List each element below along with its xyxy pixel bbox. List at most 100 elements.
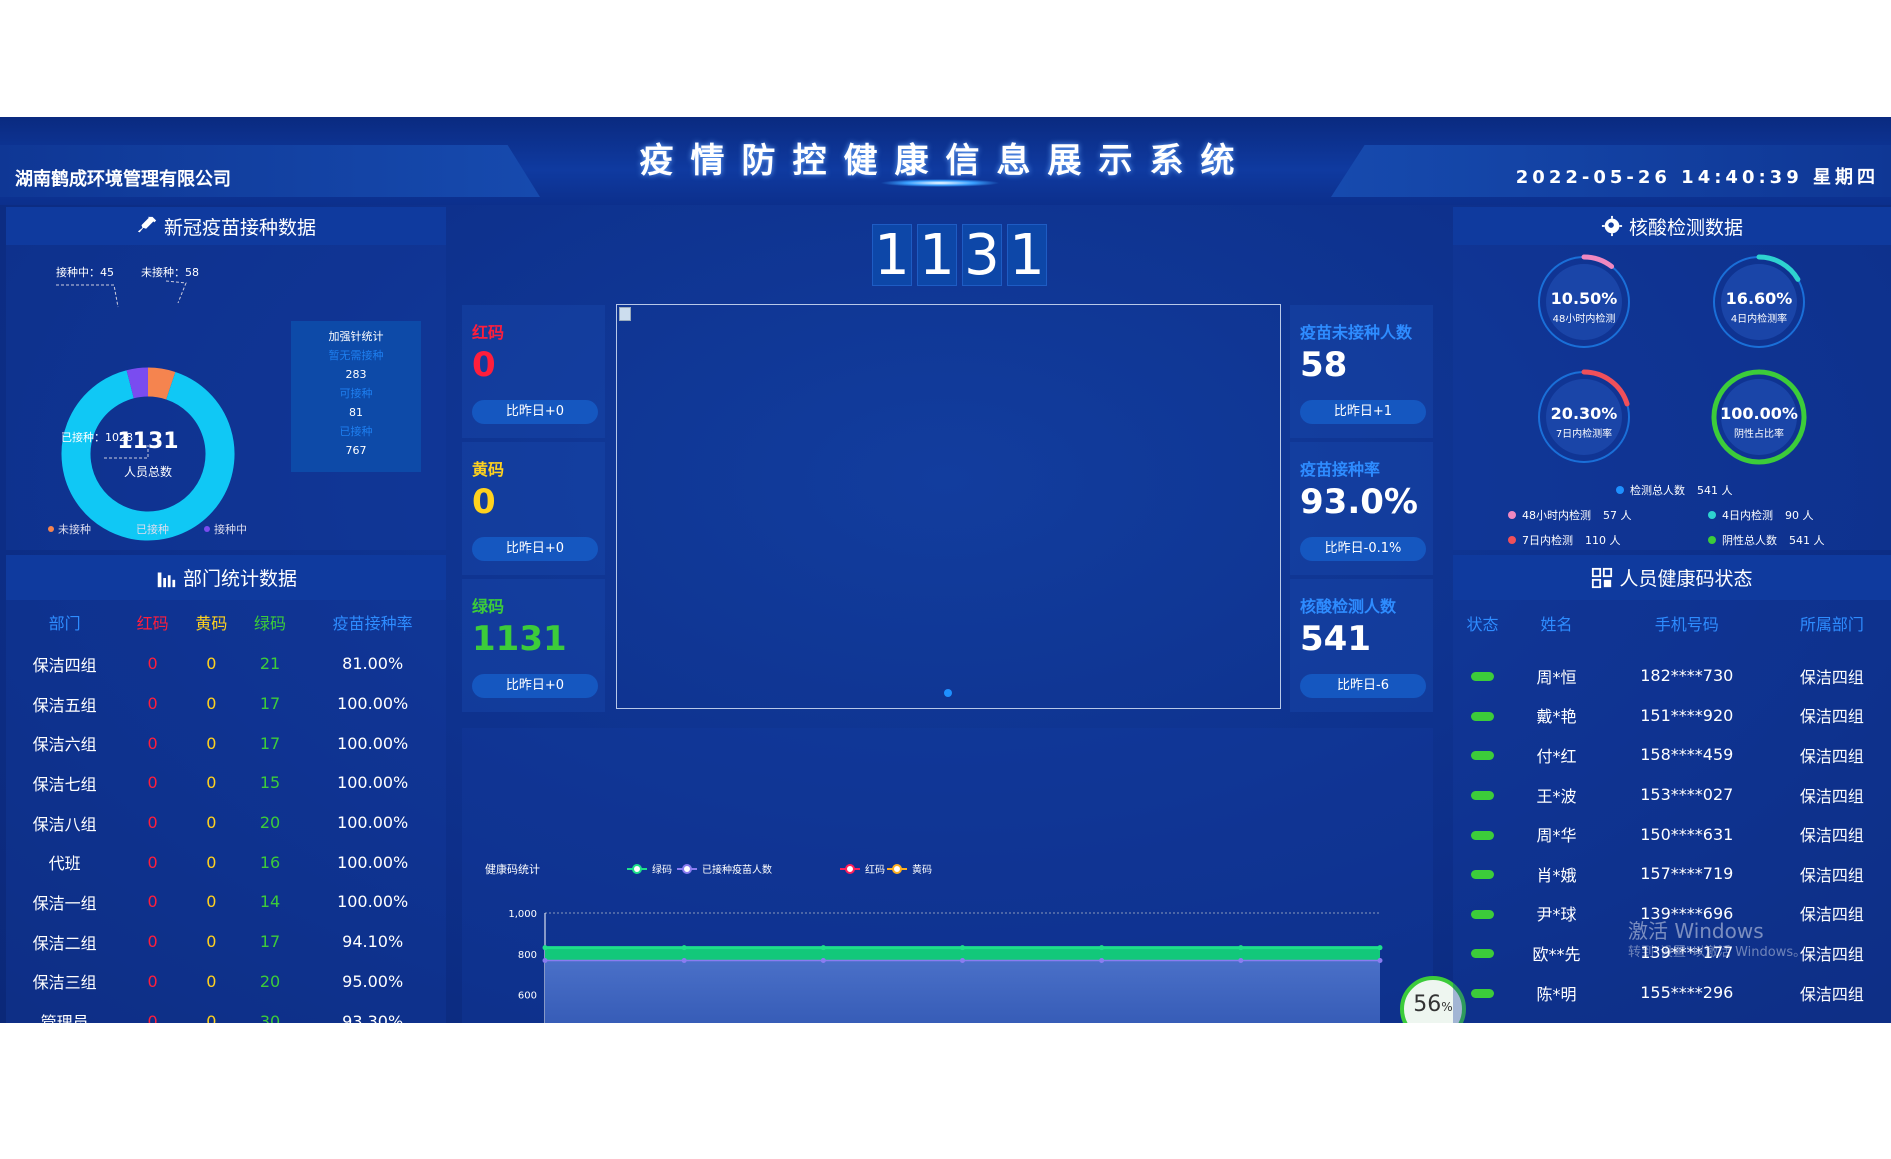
legend-label-2: 接种中 (214, 522, 247, 536)
datetime: 2022-05-26 14:40:39 星期四 (1515, 167, 1879, 188)
ring-fill (1546, 379, 1622, 455)
health-cell: 155****296 (1640, 983, 1734, 1003)
chart-title: 健康码统计 (485, 862, 540, 876)
ring-value: 100.00% (1720, 404, 1798, 423)
dept-cell: 0 (147, 971, 158, 991)
booster-stats-box: 加强针统计 暂无需接种 283 可接种 81 已接种 767 (291, 321, 421, 472)
leader-line (165, 280, 187, 304)
nucleic-panel: 核酸检测数据 10.50% 48小时内检测 16.60% 4日内检测率 20.30% 7日… (1453, 207, 1891, 550)
health-cell: 139****177 (1640, 943, 1734, 963)
green-status-indicator (1471, 711, 1495, 721)
dept-cell: 0 (206, 1011, 217, 1023)
health-cell: 付*红 (1536, 746, 1577, 766)
donut-slice-0 (147, 367, 176, 400)
legend-dot (1616, 486, 1624, 494)
dept-col-header: 黄码 (195, 614, 228, 633)
windows-watermark-sub: 转到"设置"以激活 Windows。 (1628, 945, 1807, 960)
health-cell: 保洁四组 (1799, 905, 1864, 925)
header-wing-right (1331, 145, 1891, 197)
data-point (1377, 945, 1383, 951)
health-cell: 王*波 (1536, 786, 1577, 806)
dept-cell: 0 (206, 932, 217, 952)
legend-label-0: 未接种 (58, 522, 91, 536)
legend-label: 阴性总人数 (1722, 534, 1777, 547)
dept-col-header: 红码 (136, 614, 169, 633)
dept-cell: 代班 (48, 854, 81, 874)
dept-cell: 16 (259, 852, 281, 872)
booster-title: 加强针统计 (328, 330, 384, 343)
bar-chart-icon (157, 572, 176, 587)
health-row: 周*恒 182****730 保洁四组 (1453, 656, 1891, 696)
health-cell: 153****027 (1640, 785, 1734, 805)
health-col-header: 所属部门 (1799, 615, 1864, 634)
virus-icon (1601, 215, 1623, 237)
dept-cell: 17 (259, 733, 281, 753)
dept-cell: 0 (206, 852, 217, 872)
dept-cell: 管理员 (40, 1013, 89, 1023)
legend-dot-1 (126, 526, 132, 532)
health-code-chart-panel: 健康码统计绿码已接种疫苗人数红码黄码02004006008001,0002022… (462, 728, 1433, 1023)
legend-label: 红码 (865, 863, 885, 876)
card-value: 58 (1300, 345, 1348, 385)
image-carousel[interactable] (616, 304, 1281, 709)
ring-progress (1581, 254, 1615, 269)
dept-col-header: 绿码 (253, 614, 286, 633)
legend-label: 7日内检测 (1522, 534, 1573, 547)
health-cell: 保洁四组 (1799, 746, 1864, 766)
health-cell: 陈*明 (1536, 984, 1577, 1004)
ring-value: 20.30% (1551, 404, 1618, 423)
health-cell: 保洁四组 (1799, 944, 1864, 964)
legend-marker (632, 864, 642, 874)
health-col-header: 状态 (1466, 615, 1499, 634)
legend-label: 黄码 (912, 863, 932, 876)
ring-progress (1711, 369, 1807, 465)
progress-widget[interactable]: 56% (1400, 976, 1466, 1023)
ring-fill (1546, 264, 1622, 340)
dept-cell: 94.10% (342, 932, 404, 952)
card-value: 93.0% (1300, 482, 1418, 522)
dept-cell: 21 (259, 654, 281, 674)
leader-line (104, 445, 149, 459)
dept-cell: 0 (147, 813, 158, 833)
health-cell: 周*恒 (1536, 667, 1577, 687)
legend-dot (1708, 511, 1716, 519)
dept-cell: 保洁四组 (32, 655, 97, 675)
health-cell: 158****459 (1640, 745, 1734, 765)
carousel-dot[interactable] (944, 689, 952, 697)
legend-dot-0 (48, 526, 54, 532)
card-value: 0 (472, 345, 496, 385)
legend-value: 57 人 (1603, 509, 1632, 522)
y-tick-label: 800 (518, 950, 537, 961)
health-cell: 150****631 (1640, 824, 1734, 844)
stat-card: 疫苗接种率 93.0% 比昨日-0.1% (1290, 442, 1433, 575)
health-row: 尹*球 139****696 保洁四组 (1453, 894, 1891, 934)
data-point (1377, 958, 1383, 964)
dashboard: 疫情防控健康信息展示系统 湖南鹤成环境管理有限公司 2022-05-26 14:… (0, 117, 1891, 1023)
dept-cell: 保洁六组 (32, 735, 97, 755)
code-card: 黄码 0 比昨日+0 (462, 442, 605, 575)
ring-fill (1721, 379, 1797, 455)
dept-cell: 17 (259, 932, 281, 952)
data-point (542, 958, 548, 964)
data-point (1238, 945, 1244, 951)
health-row: 欧**先 139****177 保洁四组 (1453, 933, 1891, 973)
donut-slice-2 (126, 367, 149, 399)
green-status-indicator (1471, 949, 1495, 959)
health-cell: 保洁四组 (1799, 786, 1864, 806)
dept-cell: 100.00% (337, 813, 409, 833)
card-label: 核酸检测人数 (1300, 597, 1397, 616)
card-label: 黄码 (472, 460, 505, 479)
donut-slice-1 (61, 370, 235, 541)
health-col-header: 手机号码 (1654, 615, 1719, 634)
legend-dot (1508, 536, 1516, 544)
legend-dot (1708, 536, 1716, 544)
ring-progress (1756, 254, 1801, 282)
dept-row: 管理员 0 0 30 93.30% (6, 1001, 446, 1023)
donut-label-2: 接种中：45 (56, 265, 114, 279)
health-row: 陈*明 155****296 保洁四组 (1453, 973, 1891, 1013)
health-cell: 保洁四组 (1799, 667, 1864, 687)
ring-value: 10.50% (1551, 289, 1618, 308)
vaccine-panel-title: 新冠疫苗接种数据 (6, 207, 446, 245)
stat-card: 核酸检测人数 541 比昨日-6 (1290, 579, 1433, 712)
dept-cell: 100.00% (337, 694, 409, 714)
